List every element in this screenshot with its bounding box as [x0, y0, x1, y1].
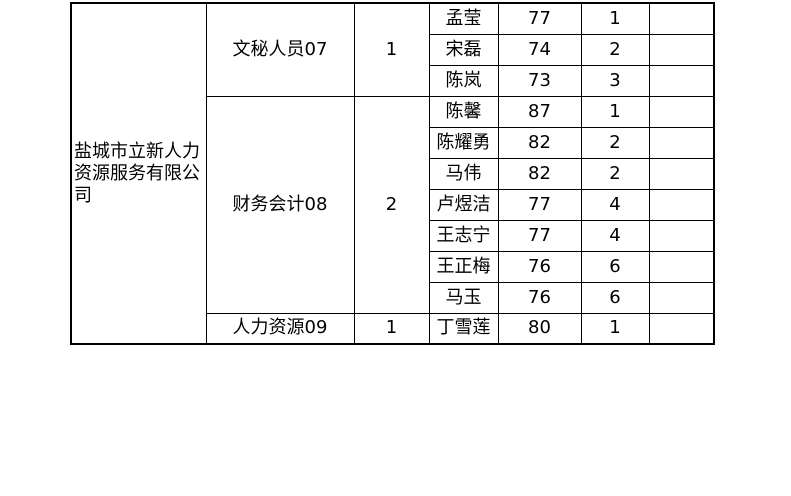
candidate-name-cell: 陈岚: [428, 64, 499, 97]
openings-cell: 1: [353, 2, 430, 97]
rank-cell: 3: [580, 64, 650, 97]
candidate-name-cell: 丁雪莲: [428, 312, 499, 345]
score-cell: 77: [497, 219, 582, 252]
note-cell: [648, 188, 715, 221]
table-row: 陈岚 73 3: [71, 64, 715, 97]
company-cell: 盐城市立新人力资源服务有限公司: [70, 2, 207, 345]
candidate-name-cell: 孟莹: [428, 2, 499, 35]
note-cell: [648, 312, 715, 345]
rank-cell: 4: [580, 219, 650, 252]
candidate-name-cell: 王志宁: [428, 219, 499, 252]
table-row: 王正梅 76 6: [71, 250, 715, 283]
rank-cell: 1: [580, 2, 650, 35]
candidate-name-cell: 马玉: [428, 281, 499, 314]
table-row: 马伟 82 2: [71, 157, 715, 190]
score-cell: 80: [497, 312, 582, 345]
rank-cell: 1: [580, 312, 650, 345]
table-row: 盐城市立新人力资源服务有限公司 文秘人员07 1 孟莹 77 1: [70, 2, 715, 345]
candidate-name-cell: 王正梅: [428, 250, 499, 283]
openings-cell: 2: [353, 95, 430, 314]
note-cell: [648, 281, 715, 314]
note-cell: [648, 33, 715, 66]
openings-cell: 1: [353, 312, 430, 345]
candidate-name-cell: 陈耀勇: [428, 126, 499, 159]
position-cell: 人力资源09: [205, 312, 355, 345]
note-cell: [648, 95, 715, 128]
score-cell: 73: [497, 64, 582, 97]
rank-cell: 4: [580, 188, 650, 221]
table-row: 卢煜洁 77 4: [71, 188, 715, 221]
rank-cell: 2: [580, 126, 650, 159]
rank-cell: 2: [580, 33, 650, 66]
candidate-name-cell: 卢煜洁: [428, 188, 499, 221]
note-cell: [648, 219, 715, 252]
note-cell: [648, 157, 715, 190]
candidate-name-cell: 宋磊: [428, 33, 499, 66]
rank-cell: 1: [580, 95, 650, 128]
rank-cell: 2: [580, 157, 650, 190]
score-cell: 77: [497, 188, 582, 221]
score-cell: 87: [497, 95, 582, 128]
score-cell: 74: [497, 33, 582, 66]
candidate-name-cell: 陈馨: [428, 95, 499, 128]
rank-cell: 6: [580, 250, 650, 283]
recruitment-results-table: 盐城市立新人力资源服务有限公司 文秘人员07 1 孟莹 77 1 宋磊 74 2…: [70, 2, 715, 345]
position-cell: 财务会计08: [205, 95, 355, 314]
rank-cell: 6: [580, 281, 650, 314]
table-row: 马玉 76 6: [71, 281, 715, 314]
note-cell: [648, 126, 715, 159]
score-cell: 76: [497, 250, 582, 283]
score-cell: 76: [497, 281, 582, 314]
note-cell: [648, 250, 715, 283]
note-cell: [648, 2, 715, 35]
table-row: 财务会计08 2 陈馨 87 1: [71, 95, 715, 314]
score-cell: 82: [497, 126, 582, 159]
candidate-name-cell: 马伟: [428, 157, 499, 190]
note-cell: [648, 64, 715, 97]
table-row: 人力资源09 1 丁雪莲 80 1: [71, 312, 715, 345]
position-cell: 文秘人员07: [205, 2, 355, 97]
score-cell: 77: [497, 2, 582, 35]
score-cell: 82: [497, 157, 582, 190]
